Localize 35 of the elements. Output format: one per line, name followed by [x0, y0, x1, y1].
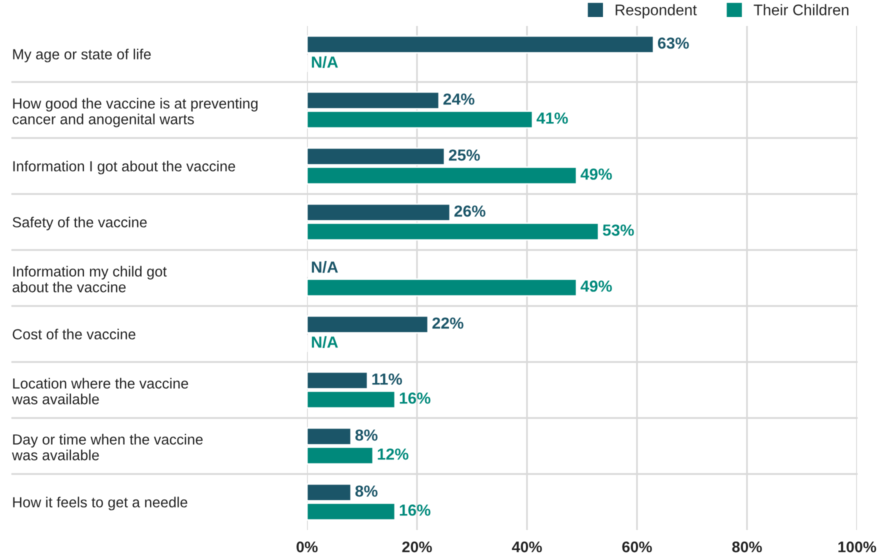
data-label: 22% — [432, 317, 464, 329]
legend-label: Respondent — [616, 4, 697, 18]
data-label: 11% — [372, 373, 402, 385]
x-tick-label: 40% — [512, 542, 542, 552]
y-tick-label: Information my child got about the vaccine — [12, 266, 167, 292]
x-tick-label: 100% — [838, 542, 876, 552]
data-label: 8% — [355, 485, 378, 497]
data-label: 63% — [658, 37, 689, 49]
x-tick-label: 80% — [732, 542, 762, 552]
data-label: 49% — [580, 280, 612, 292]
y-tick-label: How good the vaccine is at preventing cancer and anogenital warts — [12, 98, 258, 128]
y-tick-label: Location where the vaccine was available — [12, 378, 188, 404]
legend-label: Their Children — [754, 4, 848, 16]
text: N/A — [312, 56, 338, 68]
x-tick-label: 0% — [296, 542, 318, 552]
text: N/A — [312, 336, 338, 348]
x-tick-label: 60% — [622, 542, 652, 552]
x-tick-label: 20% — [402, 542, 432, 552]
text: N/A — [312, 261, 338, 273]
data-label: 26% — [454, 205, 486, 217]
data-label: 53% — [602, 224, 634, 236]
data-label: 12% — [378, 448, 408, 460]
y-tick-label: Information I got about the vaccine — [13, 160, 236, 174]
data-label: 41% — [536, 112, 568, 124]
y-tick-label: Cost of the vaccine — [12, 328, 136, 340]
y-tick-label: Day or time when the vaccine was available — [12, 434, 203, 460]
data-label: 49% — [580, 168, 612, 180]
data-label: 16% — [400, 504, 430, 516]
data-label: 8% — [355, 429, 378, 441]
data-label: 16% — [400, 392, 430, 404]
data-label: 25% — [448, 149, 480, 161]
data-label: 24% — [443, 93, 474, 105]
y-tick-label: How it feels to get a needle — [13, 496, 188, 510]
y-tick-label: Safety of the vaccine — [12, 216, 147, 230]
y-tick-label: My age or state of life — [13, 48, 151, 62]
